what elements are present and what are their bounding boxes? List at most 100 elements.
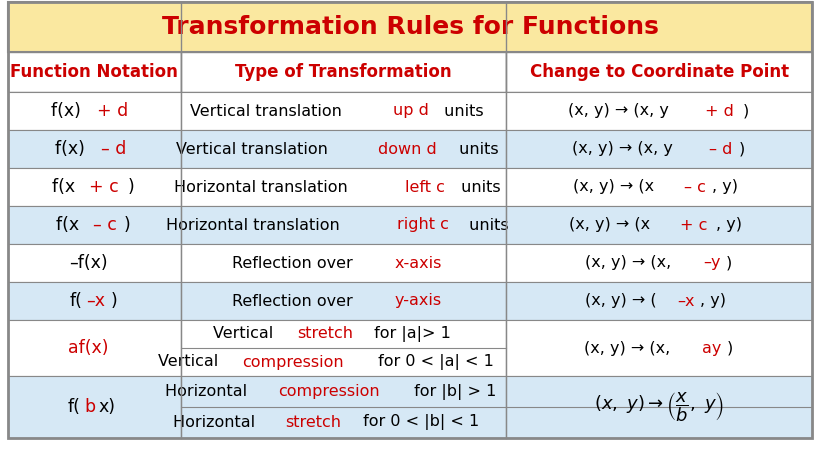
- Bar: [181, 376, 506, 438]
- Text: for |a|> 1: for |a|> 1: [369, 326, 450, 342]
- Text: , y): , y): [712, 180, 737, 195]
- Text: ): ): [738, 141, 744, 157]
- Text: , y): , y): [715, 218, 741, 233]
- Text: units: units: [454, 141, 498, 157]
- Text: f(: f(: [68, 398, 81, 416]
- Text: (x, y) → (: (x, y) → (: [584, 293, 656, 308]
- Text: x): x): [99, 398, 115, 416]
- Text: f(x: f(x: [57, 216, 84, 234]
- Text: ): ): [725, 256, 731, 271]
- Text: y-axis: y-axis: [394, 293, 441, 308]
- Bar: [181, 206, 506, 244]
- Text: f(x): f(x): [55, 140, 91, 158]
- Text: , y): , y): [699, 293, 725, 308]
- Text: Transformation Rules for Functions: Transformation Rules for Functions: [161, 15, 658, 39]
- Text: f(: f(: [70, 292, 82, 310]
- Text: – d: – d: [708, 141, 731, 157]
- Text: Vertical translation: Vertical translation: [175, 141, 333, 157]
- Text: down d: down d: [378, 141, 437, 157]
- Text: stretch: stretch: [285, 415, 342, 430]
- Text: Vertical: Vertical: [158, 354, 223, 369]
- Bar: [8, 206, 181, 244]
- Bar: [506, 320, 811, 376]
- Text: – c: – c: [93, 216, 117, 234]
- Bar: [8, 130, 181, 168]
- Text: Horizontal translation: Horizontal translation: [165, 218, 345, 233]
- Text: Vertical: Vertical: [212, 327, 278, 342]
- Text: compression: compression: [242, 354, 343, 369]
- Text: (x, y) → (x: (x, y) → (x: [568, 218, 654, 233]
- Bar: [181, 282, 506, 320]
- Text: (x, y) → (x, y: (x, y) → (x, y: [568, 103, 673, 118]
- Text: Reflection over: Reflection over: [232, 256, 357, 271]
- Bar: [181, 52, 506, 92]
- Text: units: units: [439, 103, 483, 118]
- Text: + d: + d: [97, 102, 129, 120]
- Bar: [8, 244, 181, 282]
- Text: Horizontal: Horizontal: [173, 415, 260, 430]
- Text: (x, y) → (x,: (x, y) → (x,: [583, 340, 674, 355]
- Bar: [8, 92, 181, 130]
- Text: – d: – d: [101, 140, 126, 158]
- Bar: [8, 376, 181, 438]
- Text: – c: – c: [683, 180, 705, 195]
- Bar: [506, 52, 811, 92]
- Bar: [8, 282, 181, 320]
- Text: ): ): [741, 103, 748, 118]
- Bar: [8, 52, 181, 92]
- Text: stretch: stretch: [296, 327, 352, 342]
- Text: (x, y) → (x, y: (x, y) → (x, y: [571, 141, 677, 157]
- Text: –x: –x: [86, 292, 105, 310]
- Bar: [506, 206, 811, 244]
- Bar: [506, 92, 811, 130]
- Bar: [506, 130, 811, 168]
- Text: for |b| > 1: for |b| > 1: [409, 384, 496, 400]
- Bar: [8, 320, 181, 376]
- Text: for 0 < |a| < 1: for 0 < |a| < 1: [373, 354, 494, 370]
- Text: –f(x): –f(x): [70, 254, 108, 272]
- Text: ): ): [726, 340, 732, 355]
- Text: right c: right c: [396, 218, 448, 233]
- Text: units: units: [455, 180, 500, 195]
- Bar: [506, 244, 811, 282]
- Text: Horizontal translation: Horizontal translation: [174, 180, 352, 195]
- Bar: [506, 168, 811, 206]
- Text: + d: + d: [704, 103, 733, 118]
- Text: compression: compression: [278, 384, 379, 399]
- Text: units: units: [464, 218, 508, 233]
- Text: x-axis: x-axis: [394, 256, 441, 271]
- Text: b: b: [84, 398, 96, 416]
- Bar: [181, 168, 506, 206]
- Bar: [506, 282, 811, 320]
- Bar: [181, 320, 506, 376]
- Text: Function Notation: Function Notation: [11, 63, 179, 81]
- Text: (x, y) → (x: (x, y) → (x: [572, 180, 658, 195]
- Bar: [181, 130, 506, 168]
- Bar: [181, 244, 506, 282]
- Text: f(x): f(x): [52, 102, 87, 120]
- Text: Change to Coordinate Point: Change to Coordinate Point: [529, 63, 788, 81]
- Text: (x, y) → (x,: (x, y) → (x,: [584, 256, 676, 271]
- Text: left c: left c: [404, 180, 444, 195]
- Text: ): ): [124, 216, 130, 234]
- Bar: [8, 168, 181, 206]
- Text: for 0 < |b| < 1: for 0 < |b| < 1: [357, 415, 478, 431]
- Text: –y: –y: [702, 256, 719, 271]
- Text: ): ): [128, 178, 134, 196]
- Bar: [181, 92, 506, 130]
- Text: up d: up d: [392, 103, 428, 118]
- Text: f(x: f(x: [52, 178, 81, 196]
- Text: ): ): [111, 292, 117, 310]
- Text: + c: + c: [680, 218, 707, 233]
- Text: ay: ay: [701, 340, 720, 355]
- Text: –x: –x: [676, 293, 694, 308]
- Text: Vertical translation: Vertical translation: [190, 103, 347, 118]
- Bar: [506, 376, 811, 438]
- Bar: [8, 2, 811, 52]
- Text: af(x): af(x): [68, 339, 109, 357]
- Text: $(x,\ y) \rightarrow \left(\dfrac{x}{b},\ y\right)$: $(x,\ y) \rightarrow \left(\dfrac{x}{b},…: [594, 390, 723, 424]
- Text: Type of Transformation: Type of Transformation: [235, 63, 451, 81]
- Text: Horizontal: Horizontal: [165, 384, 252, 399]
- Text: Reflection over: Reflection over: [232, 293, 358, 308]
- Text: + c: + c: [89, 178, 119, 196]
